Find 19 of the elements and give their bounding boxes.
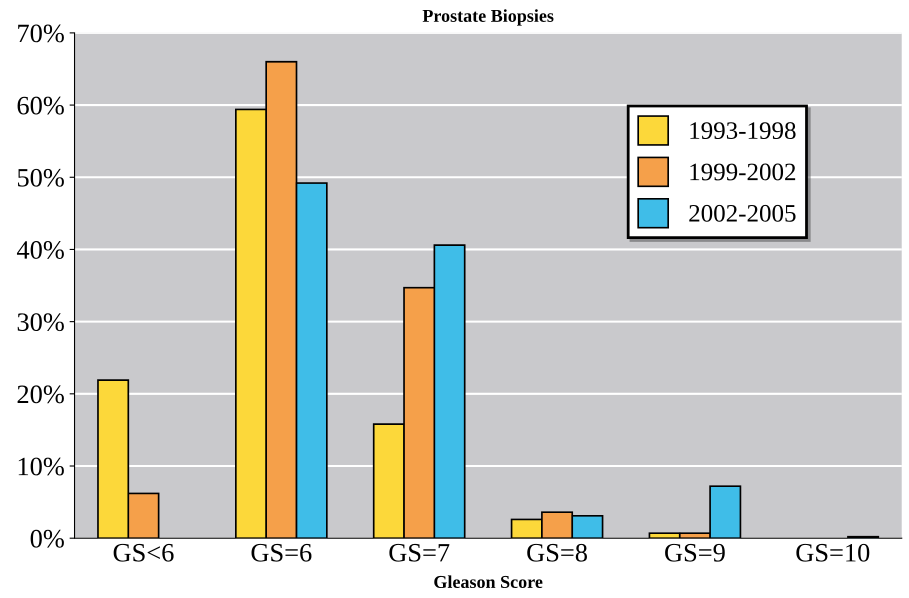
legend-label: 1993-1998 — [690, 122, 796, 140]
y-tick-label: 40% — [16, 241, 64, 259]
x-tick-label: GS=10 — [796, 544, 870, 562]
x-tick-label: GS=8 — [527, 544, 587, 562]
x-tick-label: GS<6 — [114, 544, 174, 562]
y-tick-label: 70% — [18, 24, 64, 42]
y-tick-label: 20% — [18, 385, 64, 404]
legend-label: 1999-2002 — [690, 164, 796, 180]
y-tick-label: 10% — [18, 458, 64, 476]
x-tick-label: GS=6 — [252, 544, 312, 562]
y-tick-label: 50% — [18, 168, 64, 187]
y-tick-label: 0% — [30, 530, 64, 548]
x-axis-title: Gleason Score — [434, 575, 542, 588]
chart-title: Prostate Biopsies — [422, 9, 554, 26]
legend-label: 2002-2005 — [689, 204, 796, 222]
x-tick-label: GS=7 — [389, 544, 450, 562]
x-tick-label: GS=9 — [665, 544, 725, 562]
y-tick-label: 30% — [18, 313, 64, 332]
y-tick-label: 60% — [18, 96, 64, 115]
